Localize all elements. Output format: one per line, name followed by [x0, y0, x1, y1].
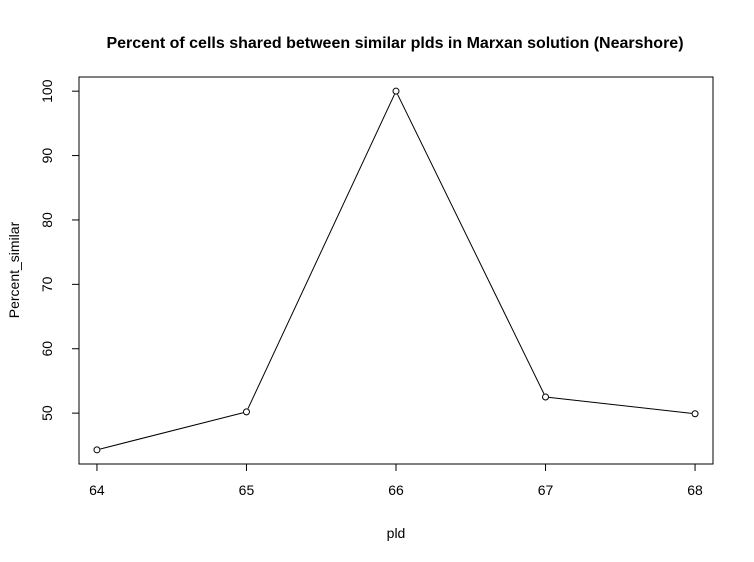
series-line-segment [100, 412, 244, 450]
x-axis-label: pld [387, 525, 406, 541]
data-point [392, 87, 400, 95]
y-tick-label: 50 [39, 405, 55, 421]
plot-area-frame [78, 76, 714, 465]
y-axis: 50 60 70 80 90 100 [39, 79, 80, 421]
chart-title: Percent of cells shared between similar … [106, 35, 683, 52]
y-tick-label: 90 [39, 148, 55, 164]
y-tick-label: 80 [39, 212, 55, 228]
y-tick-label: 100 [39, 79, 55, 103]
x-tick-label: 64 [89, 482, 105, 498]
x-tick-label: 67 [538, 482, 554, 498]
data-point [542, 393, 550, 401]
series-line-segment [548, 396, 692, 414]
y-tick-label: 70 [39, 276, 55, 292]
series-line-segment [247, 94, 395, 409]
x-tick-label: 66 [388, 482, 404, 498]
data-series [93, 87, 699, 454]
y-tick-label: 60 [39, 341, 55, 357]
data-point [691, 410, 699, 418]
x-tick-label: 65 [239, 482, 255, 498]
y-axis-label: Percent_similar [6, 221, 22, 318]
x-axis: 64 65 66 67 68 [89, 463, 703, 498]
series-line-segment [397, 94, 545, 395]
x-tick-label: 68 [687, 482, 703, 498]
data-point [93, 446, 101, 454]
data-point [242, 408, 250, 416]
